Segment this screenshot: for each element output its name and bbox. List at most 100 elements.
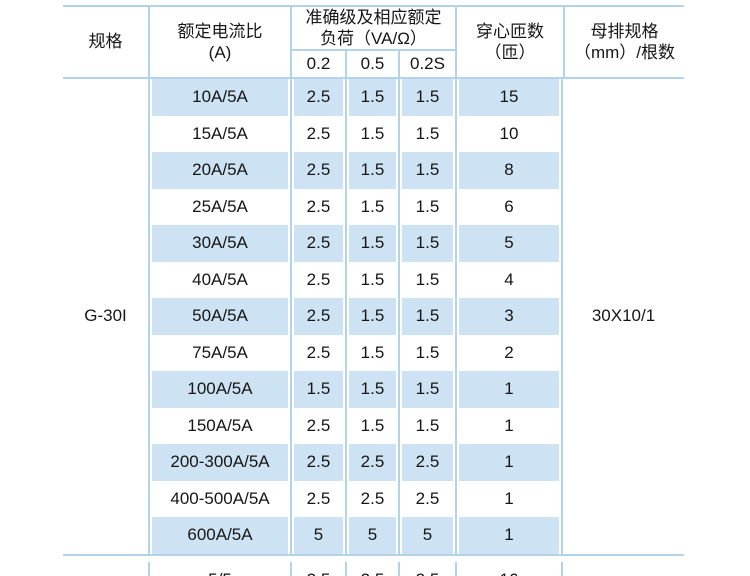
load-0-2s-cell: 1.5 [398, 261, 455, 298]
load-0-5-cell: 1.5 [345, 188, 398, 225]
load-0-2s-cell: 1.5 [398, 225, 455, 262]
load-0-5-cell: 1.5 [345, 407, 398, 444]
load-0-2s-cell: 1.5 [398, 188, 455, 225]
header-ratio: 额定电流比 (A) [148, 5, 290, 79]
table-row: 40A/5A 2.5 1.5 1.5 4 [63, 261, 684, 298]
turns-cell: 4 [455, 261, 563, 298]
load-0-2s-cell: 1.5 [398, 371, 455, 408]
table-row: 600A/5A 5 5 5 1 [63, 517, 684, 554]
load-0-2-cell: 1.5 [290, 371, 345, 408]
header-turns: 穿心匝数 （匝） [455, 5, 563, 79]
ratio-cell: 30A/5A [148, 225, 290, 262]
load-0-2-cell: 2.5 [290, 152, 345, 189]
table-row: 100A/5A 1.5 1.5 1.5 1 [63, 371, 684, 408]
load-0-2s-cell: 1.5 [398, 298, 455, 335]
load-0-5-cell: 1.5 [345, 298, 398, 335]
load-0-2s-cell: 2.5 [398, 561, 455, 576]
turns-cell: 1 [455, 371, 563, 408]
table-row: 400-500A/5A 2.5 2.5 2.5 1 [63, 480, 684, 517]
spec-value-cell: G-30I [63, 79, 148, 554]
turns-cell: 1 [455, 480, 563, 517]
load-0-2s-cell: 2.5 [398, 480, 455, 517]
turns-cell: 5 [455, 225, 563, 262]
load-0-2-cell: 2.5 [290, 188, 345, 225]
load-0-2-cell: 2.5 [290, 261, 345, 298]
load-0-2s-cell: 5 [398, 517, 455, 554]
turns-cell: 6 [455, 188, 563, 225]
load-0-2s-cell: 2.5 [398, 444, 455, 481]
turns-cell: 8 [455, 152, 563, 189]
header-turns-line2: （匝） [484, 43, 536, 62]
table-row: 75A/5A 2.5 1.5 1.5 2 [63, 334, 684, 371]
header-row-2: 0.2 0.5 0.2S [63, 51, 684, 79]
load-0-5-cell: 1.5 [345, 115, 398, 152]
busbar-value-cell: 30X10/1 [563, 79, 684, 554]
load-0-5-cell: 2.5 [345, 561, 398, 576]
load-0-2s-cell: 1.5 [398, 79, 455, 116]
load-0-2s-cell: 1.5 [398, 115, 455, 152]
spec-table: 规格 额定电流比 (A) 准确级及相应额定 负荷（VA/Ω） 穿心匝数 （匝） … [63, 5, 684, 576]
header-busbar-line1: 母排规格 [590, 22, 659, 41]
load-0-2-cell: 2.5 [290, 115, 345, 152]
ratio-cell: 25A/5A [148, 188, 290, 225]
section-divider-line [63, 553, 684, 562]
load-0-2-cell: 2.5 [290, 334, 345, 371]
header-accuracy-line1: 准确级及相应额定 [305, 8, 442, 27]
ratio-cell: 600A/5A [148, 517, 290, 554]
busbar-value-cell-empty [563, 561, 684, 576]
load-0-5-cell: 1.5 [345, 334, 398, 371]
table-row: 50A/5A 2.5 1.5 1.5 3 [63, 298, 684, 335]
subheader-0-5: 0.5 [345, 51, 398, 79]
spec-value-cell-empty [63, 561, 148, 576]
load-0-5-cell: 5 [345, 517, 398, 554]
header-busbar: 母排规格 （mm）/根数 [563, 5, 684, 79]
header-accuracy: 准确级及相应额定 负荷（VA/Ω） [290, 5, 455, 51]
subheader-0-2: 0.2 [290, 51, 345, 79]
ratio-cell: 150A/5A [148, 407, 290, 444]
table-row: 150A/5A 2.5 1.5 1.5 1 [63, 407, 684, 444]
ratio-cell: 400-500A/5A [148, 480, 290, 517]
section-divider [63, 553, 684, 562]
turns-cell: 3 [455, 298, 563, 335]
header-spec: 规格 [63, 5, 148, 79]
load-0-5-cell: 1.5 [345, 225, 398, 262]
ratio-cell: 10A/5A [148, 79, 290, 116]
turns-cell: 1 [455, 517, 563, 554]
load-0-2-cell: 5 [290, 517, 345, 554]
turns-cell: 1 [455, 444, 563, 481]
load-0-2-cell: 2.5 [290, 444, 345, 481]
load-0-5-cell: 1.5 [345, 261, 398, 298]
header-spec-label: 规格 [88, 32, 123, 51]
load-0-2-cell: 2.5 [290, 225, 345, 262]
ratio-cell: 5/5 [148, 561, 290, 576]
header-busbar-line2: （mm）/根数 [573, 43, 676, 62]
ratio-cell: 100A/5A [148, 371, 290, 408]
load-0-2-cell: 2.5 [290, 407, 345, 444]
table-row: 25A/5A 2.5 1.5 1.5 6 [63, 188, 684, 225]
table-row: 5/5 2.5 2.5 2.5 16 [63, 561, 684, 576]
load-0-5-cell: 2.5 [345, 480, 398, 517]
header-turns-line1: 穿心匝数 [476, 22, 544, 41]
load-0-2-cell: 2.5 [290, 298, 345, 335]
load-0-5-cell: 1.5 [345, 79, 398, 116]
turns-cell: 1 [455, 407, 563, 444]
load-0-5-cell: 1.5 [345, 152, 398, 189]
ratio-cell: 75A/5A [148, 334, 290, 371]
ratio-cell: 50A/5A [148, 298, 290, 335]
load-0-2s-cell: 1.5 [398, 407, 455, 444]
ratio-cell: 200-300A/5A [148, 444, 290, 481]
subheader-0-2s: 0.2S [398, 51, 455, 79]
turns-cell: 10 [455, 115, 563, 152]
load-0-5-cell: 2.5 [345, 444, 398, 481]
ratio-cell: 15A/5A [148, 115, 290, 152]
table-row: 200-300A/5A 2.5 2.5 2.5 1 [63, 444, 684, 481]
turns-cell: 2 [455, 334, 563, 371]
ratio-cell: 40A/5A [148, 261, 290, 298]
table-row: 20A/5A 2.5 1.5 1.5 8 [63, 152, 684, 189]
load-0-2-cell: 2.5 [290, 561, 345, 576]
load-0-2-cell: 2.5 [290, 480, 345, 517]
load-0-2s-cell: 1.5 [398, 152, 455, 189]
load-0-5-cell: 1.5 [345, 371, 398, 408]
table-row: 15A/5A 2.5 1.5 1.5 10 [63, 115, 684, 152]
